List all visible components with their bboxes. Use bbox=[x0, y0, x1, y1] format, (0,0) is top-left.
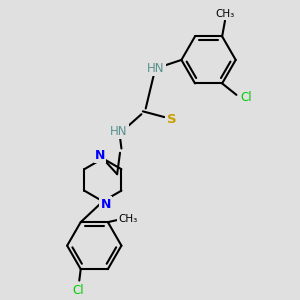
Text: HN: HN bbox=[110, 125, 127, 138]
Text: Cl: Cl bbox=[72, 284, 84, 297]
Text: N: N bbox=[95, 149, 105, 162]
Text: CH₃: CH₃ bbox=[215, 9, 235, 19]
Text: Cl: Cl bbox=[241, 91, 252, 104]
Text: CH₃: CH₃ bbox=[118, 214, 137, 224]
Text: HN: HN bbox=[147, 62, 164, 75]
Text: N: N bbox=[100, 198, 111, 211]
Text: S: S bbox=[167, 113, 176, 126]
